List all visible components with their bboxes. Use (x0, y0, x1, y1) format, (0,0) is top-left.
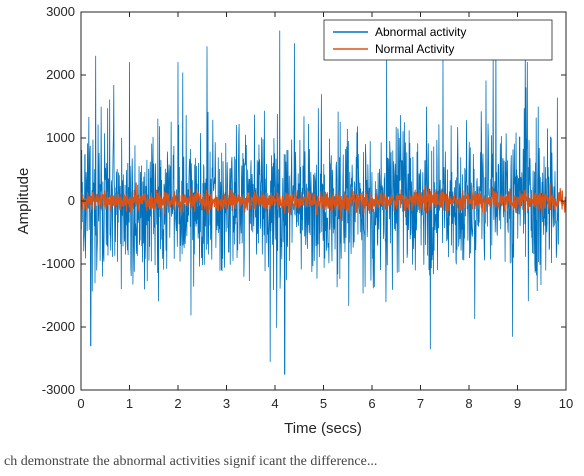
y-tick-label: -1000 (42, 256, 75, 271)
x-axis-title: Time (secs) (284, 420, 362, 437)
y-tick-label: 2000 (46, 67, 75, 82)
legend-label-normal: Normal Activity (375, 42, 454, 56)
x-tick-label: 3 (223, 396, 230, 411)
x-tick-label: 5 (320, 396, 327, 411)
x-tick-label: 2 (174, 396, 181, 411)
y-tick-label: 1000 (46, 130, 75, 145)
y-tick-label: -2000 (42, 319, 75, 334)
series-line-abnormal-activity (81, 30, 560, 375)
x-tick-label: 6 (368, 396, 375, 411)
x-tick-label: 0 (77, 396, 84, 411)
legend-box (323, 19, 553, 61)
legend: Abnormal activity Normal Activity (323, 19, 553, 61)
y-tick-label: 3000 (46, 4, 75, 19)
y-tick-label: -3000 (42, 382, 75, 397)
y-tick-label: 0 (68, 193, 75, 208)
figure-caption: ch demonstrate the abnormal activities s… (4, 454, 378, 469)
series-line-normal-activity (81, 182, 566, 220)
chart: 0 1 2 3 4 5 6 7 8 9 10 -3000 -2000 -1000 0 1000 2000 3000… (15, 4, 574, 437)
legend-label-abnormal: Abnormal activity (375, 25, 466, 39)
x-tick-label: 1 (126, 396, 133, 411)
x-tick-label: 7 (417, 396, 424, 411)
x-tick-label: 8 (465, 396, 472, 411)
x-tick-label: 9 (514, 396, 521, 411)
y-axis-title: Amplitude (15, 168, 32, 235)
x-tick-label: 4 (271, 396, 278, 411)
x-tick-label: 10 (559, 396, 573, 411)
